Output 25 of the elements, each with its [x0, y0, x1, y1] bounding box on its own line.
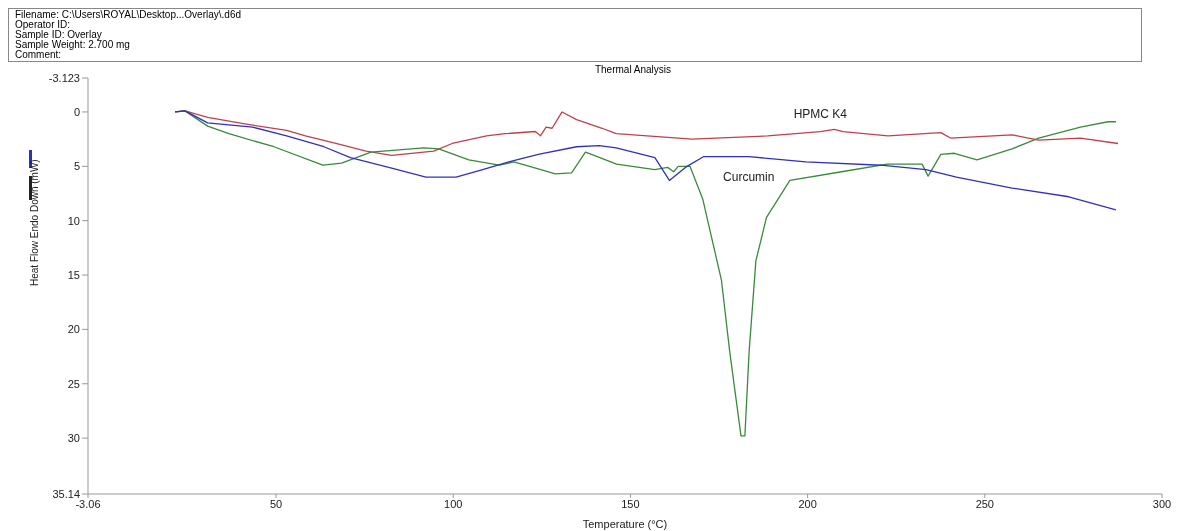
text: Comment:: [15, 49, 62, 60]
series-label: Curcumin: [723, 169, 775, 184]
y-tick-label: 20: [67, 323, 80, 336]
x-tick-label: 200: [798, 497, 817, 510]
x-axis-title: Temperature (°C): [582, 518, 668, 530]
x-tick-label: 250: [975, 497, 994, 510]
y-tick-label: 5: [73, 160, 80, 173]
y-tick-label: 0: [73, 105, 80, 118]
text: Filename: C:\Users\ROYAL\Desktop...Overlay\.d6d: [15, 9, 242, 20]
y-tick-label: 10: [67, 214, 80, 227]
x-tick-label: 50: [269, 497, 283, 510]
line-series: [174, 110, 1117, 211]
y-tick-label: 30: [67, 432, 80, 445]
x-tick-label: 300: [1152, 497, 1172, 510]
x-tick-label: 100: [444, 497, 463, 510]
text: Operator ID:: [15, 19, 71, 30]
y-tick-label: 25: [67, 377, 80, 390]
y-tick-label: 15: [67, 268, 80, 281]
chart-title: Thermal Analysis: [593, 64, 673, 75]
y-tick-label: -3.123: [48, 71, 80, 84]
y-tick-label: 35.14: [52, 487, 80, 500]
y-axis-title: Heat Flow Endo Down (mW): [28, 159, 40, 286]
x-tick-label: -3.06: [75, 497, 101, 510]
x-tick-label: 150: [621, 497, 640, 510]
series-label: HPMC K4: [793, 106, 848, 121]
